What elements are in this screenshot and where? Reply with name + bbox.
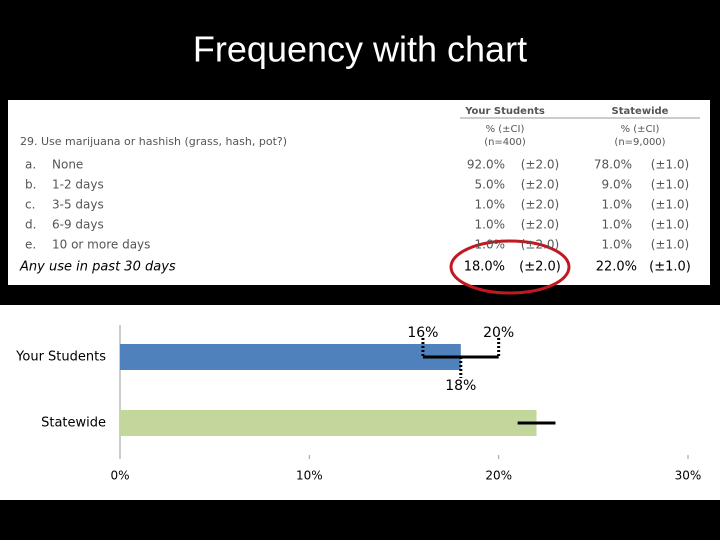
column-subheader: % (±CI) (621, 124, 660, 135)
table-cell: 1.0% (602, 198, 633, 212)
x-tick-label: 10% (296, 469, 323, 483)
table-cell: 5.0% (475, 178, 506, 192)
table-cell: (±1.0) (651, 158, 690, 172)
table-cell: 9.0% (602, 178, 633, 192)
summary-cell: 18.0% (464, 260, 505, 275)
highlight-ellipse (449, 239, 571, 295)
question: 29. Use marijuana or hashish (grass, has… (20, 135, 287, 148)
table-cell: 78.0% (594, 158, 632, 172)
table-cell: 1.0% (475, 198, 506, 212)
summary-cell: (±1.0) (649, 260, 691, 275)
column-header: Statewide (612, 106, 669, 117)
table-cell: e. (25, 238, 36, 252)
y-tick-label: Statewide (41, 416, 106, 431)
table-cell: 1.0% (602, 238, 633, 252)
table-cell: 1.0% (475, 238, 506, 252)
table-cell: (±1.0) (651, 178, 690, 192)
table-cell: a. (25, 158, 36, 172)
column-header: Your Students (464, 106, 545, 117)
table-cell: (±2.0) (521, 178, 560, 192)
annotation: 16% (407, 325, 438, 341)
summary-cell: 22.0% (596, 260, 637, 275)
bar (120, 410, 537, 436)
annotation: 18% (445, 378, 476, 394)
table-cell: 92.0% (467, 158, 505, 172)
y-tick-label: Your Students (15, 350, 106, 365)
table-cell: 3-5 days (52, 198, 104, 212)
table-cell: (±2.0) (521, 238, 560, 252)
x-tick-label: 20% (485, 469, 512, 483)
table-cell: (±1.0) (651, 198, 690, 212)
table-cell: None (52, 158, 83, 172)
table-cell: 10 or more days (52, 238, 150, 252)
column-subheader: % (±CI) (486, 124, 525, 135)
table-cell: 1.0% (475, 218, 506, 232)
summary-cell: Any use in past 30 days (19, 260, 176, 275)
table-cell: (±2.0) (521, 198, 560, 212)
table-cell: (±1.0) (651, 218, 690, 232)
chart-panel (0, 305, 720, 500)
table-cell: b. (25, 178, 36, 192)
table-cell: (±2.0) (521, 218, 560, 232)
table-cell: 6-9 days (52, 218, 104, 232)
bar (120, 344, 461, 370)
column-size: (n=9,000) (614, 137, 665, 148)
table-cell: 1.0% (602, 218, 633, 232)
annotation: 20% (483, 325, 514, 341)
x-tick-label: 0% (110, 469, 129, 483)
table-panel (8, 100, 710, 285)
table-cell: 1-2 days (52, 178, 104, 192)
table-cell: d. (25, 218, 36, 232)
table-cell: (±1.0) (651, 238, 690, 252)
summary-cell: (±2.0) (519, 260, 561, 275)
x-tick-label: 30% (675, 469, 702, 483)
table-cell: c. (25, 198, 35, 212)
column-size: (n=400) (484, 137, 526, 148)
slide-title: Frequency with chart (193, 29, 527, 70)
table-cell: (±2.0) (521, 158, 560, 172)
